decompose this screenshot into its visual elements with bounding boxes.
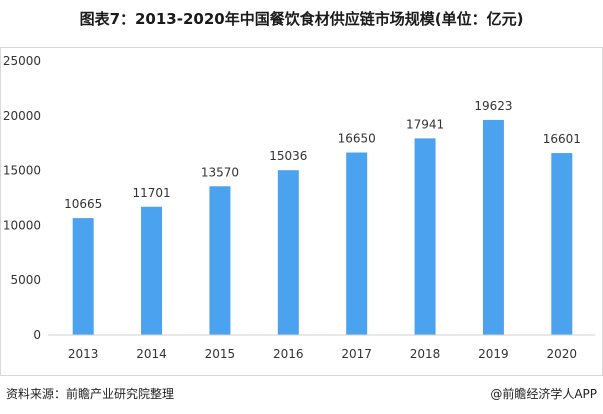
bar-2020 [551, 153, 573, 335]
bar-2018 [414, 138, 436, 335]
y-tick-label: 5000 [10, 273, 41, 287]
bar-2013 [72, 218, 94, 335]
y-tick-label: 25000 [3, 54, 41, 68]
bars: 10665 11701 13570 15036 16650 17941 19623 16601 [64, 99, 581, 336]
y-tick-label: 20000 [3, 109, 41, 123]
data-label: 15036 [269, 149, 307, 163]
bar-2019 [482, 119, 504, 336]
x-tick-label: 2017 [341, 347, 372, 361]
y-tick-label: 15000 [3, 164, 41, 178]
data-label: 17941 [406, 117, 444, 131]
data-label: 10665 [64, 197, 102, 211]
data-label: 16601 [543, 132, 581, 146]
source-note: 资料来源：前瞻产业研究院整理 [6, 387, 175, 401]
x-tick-label: 2019 [478, 347, 509, 361]
y-tick-label: 0 [33, 328, 41, 342]
data-label: 19623 [474, 99, 512, 113]
bar-2015 [209, 186, 231, 335]
chart-title: 图表7：2013-2020年中国餐饮食材供应链市场规模(单位：亿元) [79, 10, 524, 28]
bar-2014 [141, 206, 163, 335]
x-tick-label: 2020 [547, 347, 578, 361]
data-label: 11701 [132, 186, 170, 200]
credit-note: @前瞻经济学人APP [490, 387, 597, 401]
y-tick-label: 10000 [3, 218, 41, 232]
x-axis: 2013 2014 2015 2016 2017 2018 2019 2020 [48, 334, 595, 361]
x-tick-label: 2016 [273, 347, 304, 361]
x-tick-label: 2014 [136, 347, 167, 361]
x-tick-label: 2013 [68, 347, 99, 361]
bar-2017 [346, 152, 368, 335]
x-tick-label: 2018 [410, 347, 441, 361]
bar-2016 [277, 170, 299, 335]
y-axis: 0 5000 10000 15000 20000 25000 [3, 54, 41, 342]
data-label: 13570 [201, 165, 239, 179]
x-tick-label: 2015 [205, 347, 236, 361]
data-label: 16650 [338, 132, 376, 146]
